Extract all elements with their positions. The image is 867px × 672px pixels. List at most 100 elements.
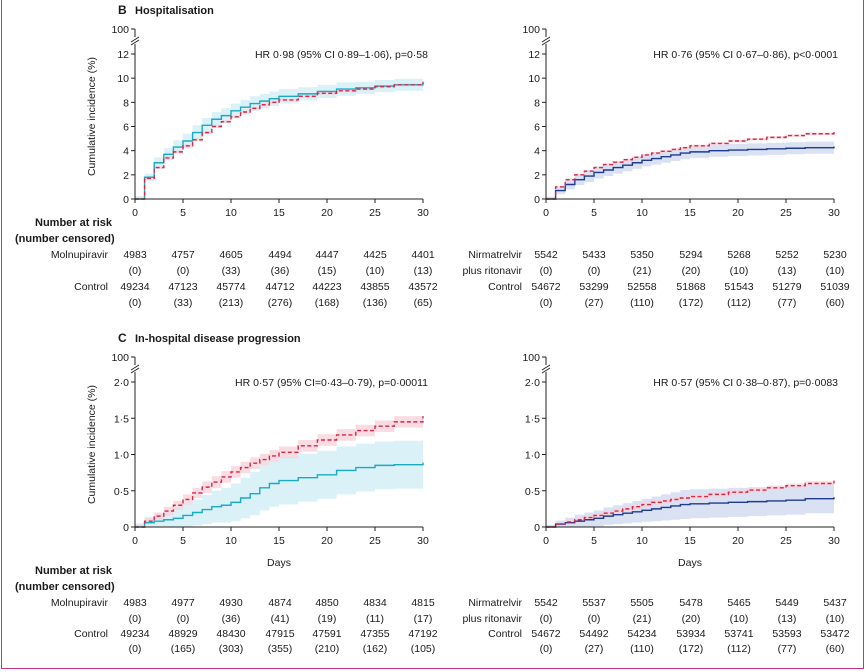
censored-count: (276) bbox=[268, 297, 293, 309]
y-tick-label: 0 bbox=[123, 522, 129, 534]
censored-count: (0) bbox=[129, 297, 142, 309]
x-tick-label: 10 bbox=[225, 535, 237, 547]
censored-count: (172) bbox=[679, 297, 704, 309]
censored-count: (303) bbox=[219, 643, 244, 655]
curve-nirmatrelvir bbox=[546, 146, 835, 200]
risk-count: 43572 bbox=[408, 281, 437, 293]
y-tick-label: 2·0 bbox=[525, 377, 540, 389]
curve-control bbox=[546, 130, 835, 200]
x-tick-label: 15 bbox=[684, 535, 696, 547]
censored-count: (0) bbox=[129, 643, 142, 655]
x-tick-label: 5 bbox=[180, 207, 186, 219]
y-tick-label: 1·0 bbox=[114, 450, 129, 462]
x-tick-label: 30 bbox=[417, 207, 429, 219]
risk-table-subtitle: (number censored) bbox=[15, 233, 115, 245]
x-tick-label: 0 bbox=[132, 535, 138, 547]
censored-count: (0) bbox=[540, 643, 553, 655]
y-tick-label: 0·5 bbox=[525, 486, 540, 498]
x-axis-label: Days bbox=[267, 557, 291, 569]
y-tick-label: 100 bbox=[111, 24, 129, 36]
curve-control bbox=[135, 81, 424, 200]
risk-count: 54492 bbox=[579, 628, 608, 640]
y-tick-label: 8 bbox=[534, 97, 540, 109]
risk-count: 4757 bbox=[171, 249, 195, 261]
censored-count: (213) bbox=[219, 297, 244, 309]
censored-count: (19) bbox=[318, 613, 337, 625]
risk-count: 5350 bbox=[630, 249, 654, 261]
risk-count: 5465 bbox=[727, 597, 751, 609]
censored-count: (36) bbox=[271, 265, 290, 277]
risk-count: 48430 bbox=[216, 628, 245, 640]
axis-break-mark bbox=[541, 36, 551, 43]
curve-control bbox=[546, 480, 835, 528]
y-tick-label: 0 bbox=[123, 194, 129, 206]
censored-count: (10) bbox=[826, 265, 845, 277]
censored-count: (0) bbox=[540, 613, 553, 625]
risk-count: 54672 bbox=[531, 281, 560, 293]
censored-count: (210) bbox=[315, 643, 340, 655]
risk-row-label: plus ritonavir bbox=[462, 265, 522, 277]
censored-count: (0) bbox=[540, 265, 553, 277]
y-tick-label: 100 bbox=[111, 352, 129, 364]
x-tick-label: 15 bbox=[684, 207, 696, 219]
axis-break-mark bbox=[541, 364, 551, 371]
censored-count: (33) bbox=[174, 297, 193, 309]
risk-count: 45774 bbox=[216, 281, 245, 293]
risk-count: 5542 bbox=[534, 249, 558, 261]
censored-count: (33) bbox=[222, 265, 241, 277]
ci-band-molnupiravir bbox=[135, 76, 423, 199]
censored-count: (13) bbox=[778, 265, 797, 277]
hazard-ratio-text: HR 0·98 (95% CI 0·89–1·06), p=0·58 bbox=[255, 49, 428, 61]
y-tick-label: 0 bbox=[534, 194, 540, 206]
y-tick-label: 10 bbox=[117, 73, 129, 85]
risk-count: 53741 bbox=[724, 628, 753, 640]
x-tick-label: 10 bbox=[225, 207, 237, 219]
risk-count: 53472 bbox=[820, 628, 849, 640]
risk-table-subtitle: (number censored) bbox=[15, 581, 115, 593]
y-tick-label: 100 bbox=[522, 24, 540, 36]
x-tick-label: 10 bbox=[636, 535, 648, 547]
panel-title: In-hospital disease progression bbox=[135, 333, 301, 345]
risk-count: 4605 bbox=[219, 249, 243, 261]
risk-count: 4930 bbox=[219, 597, 243, 609]
censored-count: (17) bbox=[414, 613, 433, 625]
censored-count: (355) bbox=[268, 643, 293, 655]
risk-table-title: Number at risk bbox=[35, 217, 113, 229]
x-axis-label: Days bbox=[678, 557, 702, 569]
x-tick-label: 15 bbox=[273, 207, 285, 219]
panel-B_left: B Hospitalisation Cumulative incidence (%)… bbox=[51, 3, 438, 309]
risk-table-title: Number at risk bbox=[35, 565, 113, 577]
risk-count: 4850 bbox=[315, 597, 339, 609]
risk-count: 4874 bbox=[268, 597, 292, 609]
risk-count: 51039 bbox=[820, 281, 849, 293]
risk-row-label: Control bbox=[488, 628, 522, 640]
censored-count: (10) bbox=[730, 265, 749, 277]
censored-count: (110) bbox=[630, 297, 654, 309]
risk-row-label: Nirmatrelvir bbox=[468, 597, 522, 609]
censored-count: (10) bbox=[826, 613, 845, 625]
y-tick-label: 4 bbox=[123, 146, 129, 158]
risk-count: 5294 bbox=[679, 249, 703, 261]
censored-count: (27) bbox=[585, 297, 604, 309]
risk-count: 5478 bbox=[679, 597, 703, 609]
censored-count: (11) bbox=[366, 613, 384, 625]
risk-row-label: Nirmatrelvir bbox=[468, 249, 522, 261]
x-tick-label: 30 bbox=[828, 535, 840, 547]
censored-count: (136) bbox=[363, 297, 388, 309]
risk-count: 5505 bbox=[630, 597, 654, 609]
censored-count: (60) bbox=[826, 297, 845, 309]
axis-break-mark bbox=[130, 39, 140, 46]
censored-count: (60) bbox=[826, 643, 845, 655]
censored-count: (0) bbox=[540, 297, 553, 309]
y-tick-label: 8 bbox=[123, 97, 129, 109]
panel-label: B bbox=[118, 3, 127, 17]
risk-count: 5437 bbox=[823, 597, 847, 609]
risk-count: 5230 bbox=[823, 249, 847, 261]
x-tick-label: 0 bbox=[543, 535, 549, 547]
risk-count: 5449 bbox=[775, 597, 799, 609]
x-tick-label: 25 bbox=[780, 535, 792, 547]
risk-count: 52558 bbox=[627, 281, 656, 293]
x-tick-label: 20 bbox=[321, 535, 333, 547]
x-tick-label: 25 bbox=[369, 207, 381, 219]
hazard-ratio-text: HR 0·57 (95% CI=0·43–0·79), p=0·00011 bbox=[235, 377, 428, 389]
